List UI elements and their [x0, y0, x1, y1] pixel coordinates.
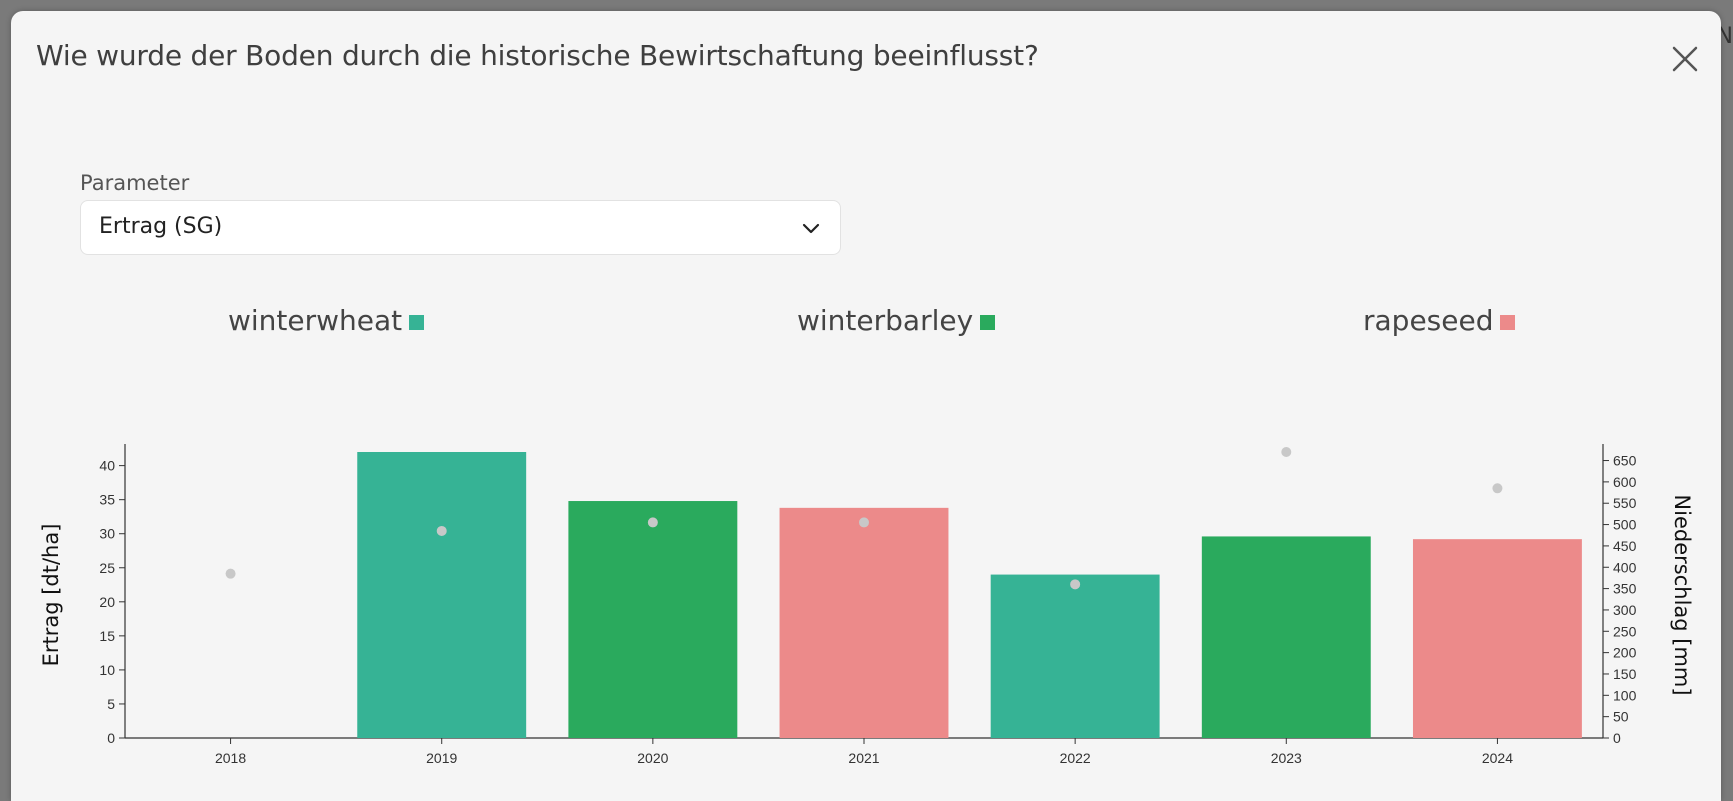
modal-title: Wie wurde der Boden durch die historisch… — [36, 39, 1039, 72]
y-tick-label: 5 — [107, 696, 115, 712]
chart-point-2018 — [225, 568, 236, 579]
close-button[interactable] — [1667, 41, 1703, 77]
x-tick-label-2022: 2022 — [1060, 750, 1091, 766]
y-tick-label: 40 — [99, 458, 115, 474]
y2-tick-label: 200 — [1613, 645, 1637, 661]
x-tick-label-2023: 2023 — [1271, 750, 1302, 766]
y2-tick-label: 550 — [1613, 495, 1637, 511]
y-tick-label: 35 — [99, 492, 115, 508]
legend-swatch — [1500, 315, 1516, 330]
y2-tick-label: 650 — [1613, 453, 1637, 469]
chart-bar-2023 — [1201, 536, 1371, 738]
x-tick-label-2024: 2024 — [1482, 750, 1513, 766]
chart-point-2021 — [859, 517, 869, 528]
y2-tick-label: 400 — [1613, 559, 1637, 575]
y-tick-label: 0 — [107, 730, 115, 746]
chart-bar-2020 — [568, 501, 738, 738]
chart-bar-2024 — [1412, 539, 1582, 738]
legend-item-rapeseed: rapeseed — [1363, 304, 1516, 337]
legend-item-winterwheat: winterwheat — [228, 304, 425, 337]
legend-swatch — [980, 315, 996, 330]
legend-label: rapeseed — [1363, 304, 1494, 337]
chart-bar-2021 — [779, 507, 949, 738]
legend-item-winterbarley: winterbarley — [797, 304, 996, 337]
close-icon — [1672, 46, 1698, 72]
legend-swatch — [409, 315, 425, 330]
chevron-down-icon — [802, 223, 820, 234]
x-tick-label-2018: 2018 — [215, 750, 246, 766]
parameter-selected-value: Ertrag (SG) — [99, 214, 223, 239]
modal-dialog: Wie wurde der Boden durch die historisch… — [11, 11, 1721, 801]
y-tick-label: 20 — [99, 594, 115, 610]
y2-tick-label: 350 — [1613, 581, 1637, 597]
y-tick-label: 15 — [99, 628, 115, 644]
y2-tick-label: 500 — [1613, 517, 1637, 533]
y2-tick-label: 250 — [1613, 623, 1637, 639]
y-axis-title: Ertrag [dt/ha] — [39, 524, 63, 667]
chart-bar-2022 — [990, 574, 1160, 738]
x-tick-label-2019: 2019 — [426, 750, 457, 766]
y-tick-label: 30 — [99, 526, 115, 542]
chart-point-2020 — [647, 517, 658, 528]
y2-axis-title: Niederschlag [mm] — [1670, 494, 1694, 695]
y-tick-label: 10 — [99, 662, 115, 678]
chart-point-2023 — [1281, 447, 1292, 457]
y2-tick-label: 300 — [1613, 602, 1637, 618]
parameter-label: Parameter — [80, 171, 190, 195]
chart-point-2022 — [1070, 579, 1081, 590]
y2-tick-label: 50 — [1613, 709, 1629, 725]
y2-tick-label: 100 — [1613, 687, 1637, 703]
y-tick-label: 25 — [99, 560, 115, 576]
chart-point-2019 — [436, 525, 447, 536]
legend-label: winterwheat — [228, 304, 403, 337]
y2-tick-label: 450 — [1613, 538, 1637, 554]
y2-tick-label: 150 — [1613, 666, 1637, 682]
y2-tick-label: 0 — [1613, 730, 1621, 746]
x-tick-label-2021: 2021 — [848, 750, 879, 766]
legend-label: winterbarley — [797, 304, 974, 337]
chart-bar-2019 — [357, 452, 527, 738]
y2-tick-label: 600 — [1613, 474, 1637, 490]
parameter-select[interactable]: Ertrag (SG) — [80, 200, 841, 255]
chart-point-2024 — [1492, 483, 1503, 494]
yield-chart: 0510152025303540050100150200250300350400… — [39, 444, 1694, 766]
x-tick-label-2020: 2020 — [637, 750, 668, 766]
